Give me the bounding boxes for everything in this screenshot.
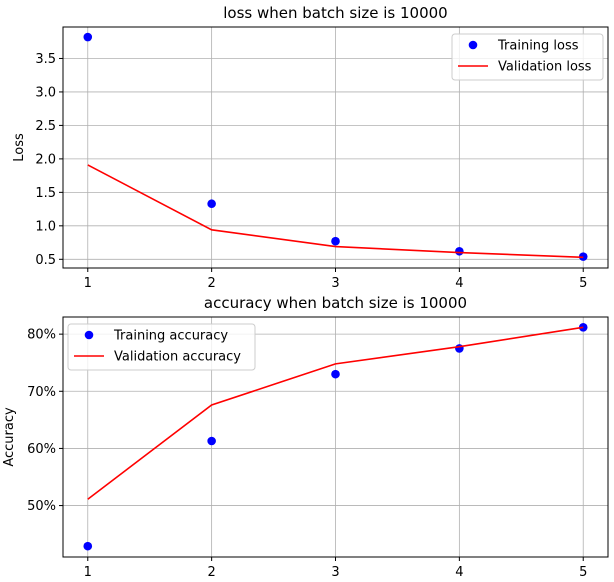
y-tick-label: 1.0: [35, 219, 56, 234]
legend-marker-swatch: [468, 40, 478, 50]
legend-marker-swatch: [84, 330, 94, 340]
x-tick-label: 1: [84, 276, 92, 291]
x-tick-label: 5: [579, 565, 587, 580]
x-tick-label: 2: [207, 276, 215, 291]
data-point: [331, 369, 340, 379]
accuracy-chart: 1 2 3 4 5 50% 60% 70% 80% accuracy when batch siz…: [2, 294, 609, 580]
legend-box: [67, 323, 256, 371]
y-tick-label: 1.5: [35, 186, 56, 201]
y-tick-label: 70%: [27, 385, 56, 400]
y-tick-label: 3.0: [35, 85, 56, 100]
x-tick-label: 5: [579, 276, 587, 291]
y-tick-label: 2.0: [35, 152, 56, 167]
y-tick-label: 2.5: [35, 119, 56, 134]
data-point: [331, 236, 340, 246]
y-axis-label: Loss: [12, 133, 27, 162]
y-tick-label: 50%: [27, 499, 56, 514]
x-tick-label: 3: [331, 276, 339, 291]
series-line-1: [87, 326, 584, 500]
chart-title: accuracy when batch size is 10000: [204, 294, 467, 312]
legend-label: Validation accuracy: [114, 350, 241, 365]
data-point: [83, 32, 93, 42]
x-tick-label: 4: [455, 565, 463, 580]
legend: Training loss Validation loss: [451, 33, 604, 81]
loss-chart: 1 2 3 4 5 0.5 1.0 1.5 2.0 2.5 3.0 3.5 loss when batc…: [12, 4, 609, 291]
y-tick-label: 0.5: [35, 253, 56, 268]
data-point: [207, 436, 216, 446]
legend-box: [451, 33, 604, 81]
legend: Training accuracy Validation accuracy: [67, 323, 256, 371]
plot-frame: [62, 26, 609, 269]
legend-label: Training loss: [497, 39, 579, 54]
data-point: [455, 344, 464, 353]
series-line-1: [87, 164, 584, 259]
legend-label: Training accuracy: [113, 329, 228, 344]
x-tick-label: 4: [455, 276, 463, 291]
data-point: [83, 541, 93, 551]
x-tick-label: 3: [331, 565, 339, 580]
legend-label: Validation loss: [498, 60, 592, 75]
plot-frame: [62, 316, 609, 558]
data-point: [455, 246, 464, 256]
y-axis-label: Accuracy: [2, 407, 17, 467]
x-tick-label: 1: [84, 565, 92, 580]
x-tick-label: 2: [207, 565, 215, 580]
y-tick-label: 80%: [27, 328, 56, 343]
y-tick-label: 60%: [27, 442, 56, 457]
y-tick-label: 3.5: [35, 52, 56, 67]
chart-title: loss when batch size is 10000: [223, 4, 447, 22]
data-point: [207, 199, 216, 209]
